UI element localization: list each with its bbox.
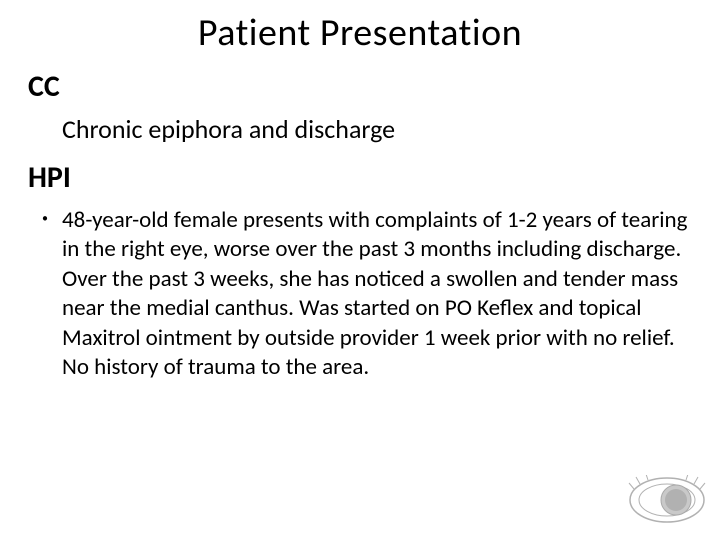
cc-heading: CC [28,68,692,105]
hpi-heading: HPI [28,159,692,196]
cc-body-text: Chronic epiphora and discharge [62,113,692,145]
eye-seal-logo-icon [628,475,706,530]
slide-title: Patient Presentation [28,10,692,56]
hpi-item: 48-year-old female presents with complai… [46,206,692,383]
slide: Patient Presentation CC Chronic epiphora… [0,0,720,540]
hpi-list: 48-year-old female presents with complai… [28,206,692,383]
